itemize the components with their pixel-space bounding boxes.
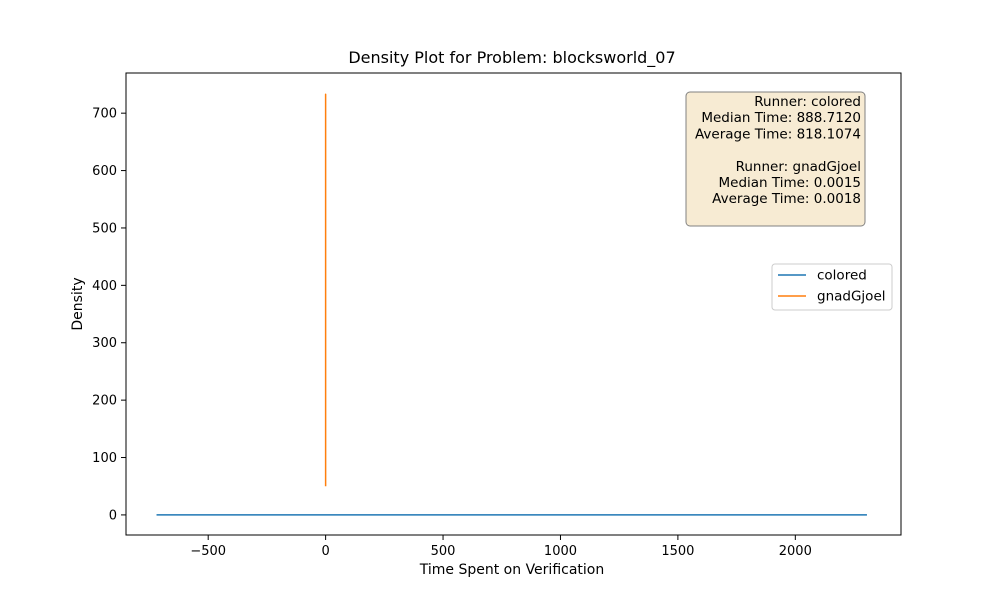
chart-title: Density Plot for Problem: blocksworld_07 <box>348 48 675 68</box>
x-tick-label: −500 <box>190 544 226 559</box>
plot-area <box>125 72 902 536</box>
y-axis-label: Density <box>70 277 86 330</box>
x-axis-label: Time Spent on Verification <box>419 562 604 578</box>
y-tick-label: 600 <box>92 164 117 179</box>
x-tick-label: 1500 <box>661 544 694 559</box>
stats-line: Runner: colored <box>754 94 861 110</box>
stats-line: Average Time: 818.1074 <box>695 126 861 142</box>
stats-line: Average Time: 0.0018 <box>712 191 861 207</box>
y-tick-label: 400 <box>92 279 117 294</box>
x-tick-label: 500 <box>431 544 456 559</box>
stats-line: Runner: gnadGjoel <box>736 159 861 175</box>
legend-label: gnadGjoel <box>817 289 886 305</box>
stats-line: Median Time: 888.7120 <box>701 110 861 126</box>
y-tick-label: 500 <box>92 221 117 236</box>
y-tick-label: 200 <box>92 394 117 409</box>
y-axis: 0 100 200 300 400 500 600 700 <box>92 107 126 523</box>
x-tick-label: 2000 <box>779 544 812 559</box>
plot-frame <box>125 72 902 536</box>
x-tick-label: 1000 <box>544 544 577 559</box>
stats-line: Median Time: 0.0015 <box>718 175 861 191</box>
stats-box-background <box>685 91 866 227</box>
x-axis: −500 0 500 1000 1500 2000 <box>190 535 812 559</box>
legend: colored gnadGjoel <box>771 263 893 311</box>
legend-label: colored <box>817 268 867 284</box>
y-tick-label: 700 <box>92 107 117 122</box>
x-tick-label: 0 <box>321 544 329 559</box>
y-tick-label: 100 <box>92 451 117 466</box>
series-layer <box>156 93 867 516</box>
y-tick-label: 300 <box>92 336 117 351</box>
y-tick-label: 0 <box>109 508 117 523</box>
